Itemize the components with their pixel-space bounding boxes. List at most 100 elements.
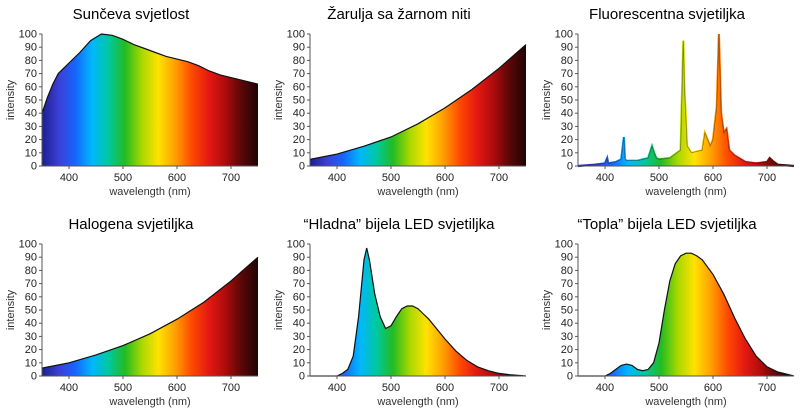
x-tick-label: 500 xyxy=(650,382,668,394)
y-tick-label: 70 xyxy=(25,68,37,80)
y-tick-label: 30 xyxy=(293,331,305,343)
chart-title: Žarulja sa žarnom niti xyxy=(327,6,471,23)
chart-title: “Hladna” bijela LED svjetiljka xyxy=(303,216,495,233)
chart-title: Halogena svjetiljka xyxy=(68,216,194,233)
y-axis-title: intensity xyxy=(541,289,553,330)
x-tick-label: 600 xyxy=(436,382,454,394)
y-tick-label: 80 xyxy=(293,265,305,277)
x-tick-label: 400 xyxy=(328,382,346,394)
x-axis-title: wavelength (nm) xyxy=(108,186,190,198)
chart-panel-fluorescent: Fluorescentna svjetiljka 0 10 20 30 40 50 60 70… xyxy=(536,0,798,207)
spectrum-area xyxy=(310,44,526,166)
y-tick-label: 0 xyxy=(31,161,37,173)
y-axis-title: intensity xyxy=(541,79,553,120)
y-axis-title: intensity xyxy=(5,79,17,120)
chart-title: Fluorescentna svjetiljka xyxy=(589,6,745,23)
x-tick-label: 700 xyxy=(222,382,240,394)
spectrum-outline xyxy=(577,33,795,167)
y-tick-label: 40 xyxy=(25,318,37,330)
y-tick-label: 30 xyxy=(25,121,37,133)
x-tick-label: 600 xyxy=(168,172,186,184)
spectrum-line xyxy=(41,256,259,369)
spectrum-area xyxy=(42,257,258,376)
y-tick-label: 90 xyxy=(561,252,573,264)
y-tick-label: 30 xyxy=(561,121,573,133)
y-tick-label: 70 xyxy=(293,68,305,80)
x-axis-title: wavelength (nm) xyxy=(376,396,458,408)
x-tick-label: 500 xyxy=(382,172,400,184)
spectrum-area xyxy=(42,34,258,166)
y-axis-title: intensity xyxy=(273,79,285,120)
y-tick-label: 30 xyxy=(25,331,37,343)
y-tick-label: 10 xyxy=(293,147,305,159)
y-axis-title: intensity xyxy=(5,289,17,330)
y-tick-label: 100 xyxy=(555,239,573,251)
y-tick-label: 0 xyxy=(299,161,305,173)
y-tick-label: 90 xyxy=(293,42,305,54)
x-tick-label: 400 xyxy=(60,172,78,184)
y-tick-label: 0 xyxy=(299,371,305,383)
y-tick-label: 40 xyxy=(561,318,573,330)
y-tick-label: 10 xyxy=(561,357,573,369)
x-tick-label: 700 xyxy=(758,382,776,394)
x-axis-title: wavelength (nm) xyxy=(644,186,726,198)
y-tick-label: 20 xyxy=(293,134,305,146)
chart-panel-warm-white-led: “Topla” bijela LED svjetiljka 0 10 20 30 40 5… xyxy=(536,210,798,417)
spectrum-line xyxy=(310,247,527,377)
y-tick-label: 80 xyxy=(561,55,573,67)
y-tick-label: 60 xyxy=(293,81,305,93)
y-tick-label: 50 xyxy=(561,95,573,107)
y-tick-label: 60 xyxy=(561,81,573,93)
y-tick-label: 40 xyxy=(561,108,573,120)
spectrum-area xyxy=(310,248,526,376)
chart-title: Sunčeva svjetlost xyxy=(72,6,190,23)
y-tick-label: 10 xyxy=(25,357,37,369)
y-tick-label: 20 xyxy=(293,344,305,356)
y-tick-label: 60 xyxy=(293,291,305,303)
y-tick-label: 80 xyxy=(561,265,573,277)
y-tick-label: 70 xyxy=(561,68,573,80)
y-tick-label: 100 xyxy=(19,239,37,251)
y-tick-label: 70 xyxy=(25,278,37,290)
y-tick-label: 50 xyxy=(293,95,305,107)
x-tick-label: 700 xyxy=(490,172,508,184)
y-tick-label: 20 xyxy=(25,134,37,146)
y-tick-label: 10 xyxy=(561,147,573,159)
x-axis-title: wavelength (nm) xyxy=(644,396,726,408)
y-tick-label: 60 xyxy=(25,81,37,93)
y-tick-label: 0 xyxy=(567,161,573,173)
y-tick-label: 20 xyxy=(561,134,573,146)
y-tick-label: 0 xyxy=(31,371,37,383)
y-tick-label: 100 xyxy=(555,29,573,41)
y-tick-label: 100 xyxy=(287,239,305,251)
spectrum-area xyxy=(578,253,794,376)
x-tick-label: 500 xyxy=(114,172,132,184)
y-tick-label: 60 xyxy=(561,291,573,303)
y-tick-label: 10 xyxy=(293,357,305,369)
y-tick-label: 70 xyxy=(561,278,573,290)
y-tick-label: 80 xyxy=(25,265,37,277)
y-tick-label: 50 xyxy=(25,95,37,107)
y-tick-label: 30 xyxy=(561,331,573,343)
y-tick-label: 100 xyxy=(19,29,37,41)
y-tick-label: 50 xyxy=(25,305,37,317)
chart-panel-sunlight: Sunčeva svjetlost 0 10 20 30 40 50 60 70 80 90 100… xyxy=(0,0,262,207)
y-tick-label: 50 xyxy=(561,305,573,317)
x-tick-label: 500 xyxy=(114,382,132,394)
x-tick-label: 600 xyxy=(704,382,722,394)
x-tick-label: 500 xyxy=(650,172,668,184)
y-tick-label: 40 xyxy=(293,318,305,330)
x-tick-label: 400 xyxy=(328,172,346,184)
chart-panel-halogen: Halogena svjetiljka 0 10 20 30 40 50 60 70 80 90 1… xyxy=(0,210,262,417)
y-tick-label: 100 xyxy=(287,29,305,41)
y-tick-label: 90 xyxy=(293,252,305,264)
y-tick-label: 40 xyxy=(25,108,37,120)
y-tick-label: 90 xyxy=(25,42,37,54)
x-tick-label: 700 xyxy=(758,172,776,184)
